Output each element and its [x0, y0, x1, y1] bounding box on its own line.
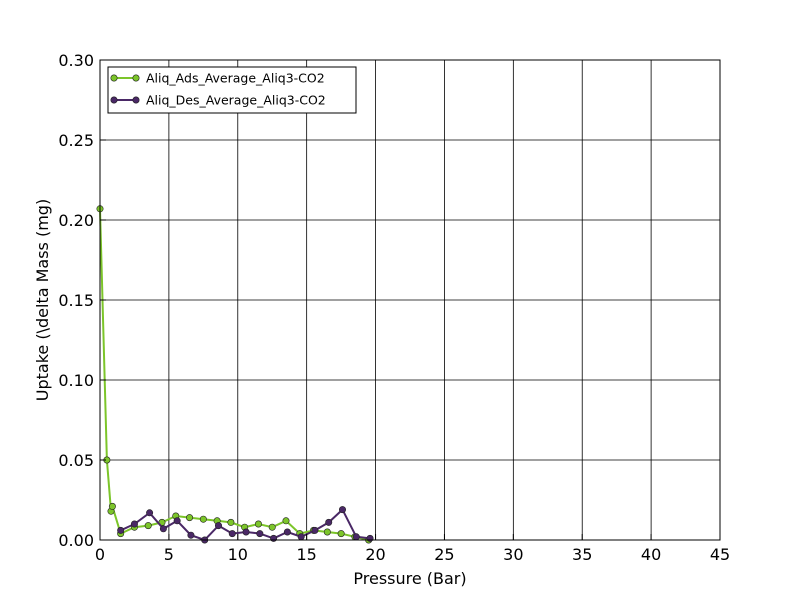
x-tick-label: 10 [228, 545, 248, 564]
data-point-series-2 [256, 530, 264, 538]
data-point-series-1 [337, 530, 345, 538]
y-tick-label: 0.00 [58, 531, 94, 550]
y-tick-label: 0.10 [58, 371, 94, 390]
data-point-series-1 [282, 517, 290, 525]
data-point-series-2 [352, 533, 360, 541]
data-point-series-2 [146, 509, 154, 517]
y-tick-label: 0.25 [58, 131, 94, 150]
data-point-series-2 [338, 506, 346, 514]
x-tick-label: 15 [296, 545, 316, 564]
x-tick-label: 35 [572, 545, 592, 564]
data-point-series-2 [325, 518, 333, 526]
data-point-series-2 [228, 530, 236, 538]
x-axis-label: Pressure (Bar) [353, 569, 466, 588]
data-point-series-2 [159, 525, 167, 533]
data-point-series-1 [323, 528, 331, 536]
data-point-series-1 [144, 522, 152, 530]
data-point-series-1 [199, 515, 207, 523]
data-point-series-2 [283, 528, 291, 536]
y-tick-label: 0.05 [58, 451, 94, 470]
y-axis-label: Uptake (\delta Mass (mg) [33, 199, 52, 401]
legend-marker [110, 74, 118, 82]
data-point-series-2 [173, 517, 181, 525]
legend-entry-label: Aliq_Des_Average_Aliq3-CO2 [146, 93, 326, 108]
x-tick-label: 25 [434, 545, 454, 564]
x-tick-label: 20 [365, 545, 385, 564]
data-point-series-2 [130, 520, 138, 528]
y-tick-label: 0.20 [58, 211, 94, 230]
grid [99, 59, 721, 541]
data-point-series-2 [297, 533, 305, 541]
legend: Aliq_Ads_Average_Aliq3-CO2 Aliq_Des_Avera… [107, 66, 357, 114]
data-point-series-2 [270, 534, 278, 542]
x-tick-label: 0 [95, 545, 105, 564]
data-point-series-2 [242, 528, 250, 536]
legend-marker [132, 96, 140, 104]
legend-box [107, 66, 357, 114]
legend-marker [132, 74, 140, 82]
y-tick-label: 0.15 [58, 291, 94, 310]
legend-marker [110, 96, 118, 104]
series-line-1 [99, 208, 369, 541]
data-point-series-2 [366, 534, 374, 542]
data-point-series-2 [117, 526, 125, 534]
data-point-series-2 [214, 522, 222, 530]
axis-ticks: 0 5 10 15 20 25 30 35 40 45 0.00 0.05 0.10 0.15 0.20 0.… [58, 51, 730, 564]
x-tick-label: 45 [710, 545, 730, 564]
legend-entry-label: Aliq_Ads_Average_Aliq3-CO2 [146, 71, 325, 86]
data-point-series-1 [186, 514, 194, 522]
series-layer [96, 205, 374, 544]
data-point-series-1 [227, 518, 235, 526]
data-point-series-2 [311, 526, 319, 534]
data-point-series-2 [187, 531, 195, 539]
x-tick-label: 40 [641, 545, 661, 564]
y-tick-label: 0.30 [58, 51, 94, 70]
data-point-series-1 [268, 523, 276, 531]
data-point-series-1 [108, 502, 116, 510]
x-tick-label: 5 [164, 545, 174, 564]
data-point-series-1 [254, 520, 262, 528]
x-tick-label: 30 [503, 545, 523, 564]
